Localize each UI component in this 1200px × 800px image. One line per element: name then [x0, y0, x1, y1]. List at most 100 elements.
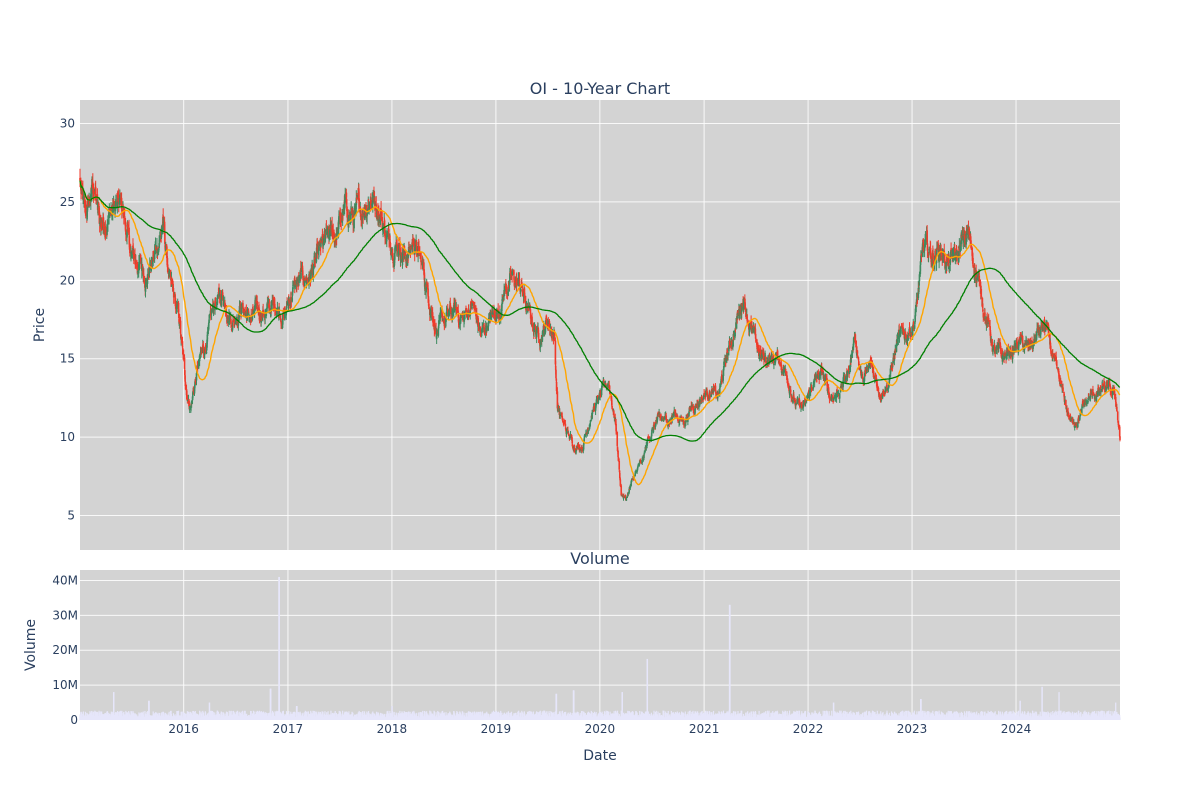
- candle-body: [846, 370, 849, 373]
- candle-body: [446, 308, 448, 311]
- candle-body: [435, 332, 438, 340]
- candle-body: [164, 246, 167, 252]
- candle-body: [863, 373, 866, 378]
- candle-body: [168, 272, 171, 276]
- candle-body: [538, 340, 541, 342]
- candle-body: [884, 389, 887, 392]
- candle-body: [583, 437, 586, 439]
- candle-body: [1068, 415, 1070, 417]
- candle-body: [723, 361, 725, 365]
- candle-body: [452, 310, 454, 316]
- candle-body: [1032, 345, 1034, 349]
- candle-body: [727, 353, 729, 356]
- candle-body: [396, 246, 398, 251]
- candle-body: [474, 307, 476, 309]
- candle-body: [120, 197, 123, 208]
- candle-body: [184, 385, 187, 390]
- candle-body: [113, 201, 115, 202]
- candle-body: [887, 387, 890, 389]
- candle-body: [813, 377, 816, 383]
- candle-body: [188, 406, 191, 410]
- candle-body: [224, 303, 227, 309]
- candle-body: [422, 262, 424, 268]
- candle-body: [360, 213, 362, 219]
- candle-body: [749, 323, 751, 327]
- candle-body: [959, 246, 962, 250]
- candle-body: [184, 375, 186, 382]
- candle-body: [364, 210, 366, 215]
- candle-body: [823, 375, 826, 381]
- candle-body: [601, 386, 603, 391]
- candle-body: [551, 333, 554, 335]
- candle-body: [1040, 329, 1042, 335]
- candle-body: [934, 255, 937, 257]
- candle-body: [377, 211, 379, 220]
- candle-body: [139, 255, 141, 261]
- candle-body: [878, 393, 881, 397]
- candle-body: [910, 334, 912, 337]
- candle-body: [714, 385, 717, 392]
- candle-body: [521, 290, 524, 293]
- candle-body: [434, 324, 436, 329]
- candle-body: [368, 206, 370, 208]
- candle-body: [741, 305, 743, 311]
- candle-body: [942, 250, 945, 258]
- candle-body: [134, 255, 136, 259]
- candle-body: [89, 201, 91, 205]
- candle-body: [571, 444, 574, 447]
- candle-body: [1014, 345, 1016, 350]
- candle-body: [848, 365, 851, 370]
- candle-body: [630, 481, 632, 486]
- candle-body: [826, 388, 829, 392]
- candle-body: [603, 381, 606, 387]
- candle-body: [316, 241, 319, 252]
- candle-body: [181, 341, 184, 348]
- candle-body: [203, 348, 206, 355]
- candle-body: [302, 278, 305, 284]
- candle-body: [333, 232, 335, 240]
- candle-body: [590, 419, 593, 421]
- candle-body: [999, 345, 1002, 352]
- candle-body: [636, 470, 638, 472]
- candle-body: [854, 334, 857, 341]
- candle-body: [557, 409, 560, 411]
- candle-body: [348, 217, 350, 219]
- candle-body: [1044, 328, 1046, 330]
- candle-body: [1001, 355, 1004, 360]
- candle-body: [746, 319, 749, 321]
- candle-body: [91, 185, 93, 194]
- candle-body: [948, 258, 950, 264]
- candle-body: [593, 406, 596, 409]
- candle-body: [441, 309, 443, 317]
- candle-body: [556, 391, 559, 409]
- candle-body: [436, 331, 438, 334]
- candle-body: [325, 227, 328, 228]
- candle-body: [958, 251, 960, 258]
- candle-body: [119, 198, 121, 201]
- candle-body: [174, 302, 177, 308]
- candle-body: [308, 274, 311, 279]
- candle-body: [820, 370, 822, 376]
- candle-body: [328, 235, 331, 241]
- candle-body: [137, 270, 139, 272]
- candle-body: [805, 398, 807, 402]
- candle-body: [394, 246, 396, 254]
- candle-body: [562, 420, 565, 422]
- candle-body: [178, 320, 181, 323]
- candle-body: [918, 274, 921, 282]
- candle-body: [997, 344, 1000, 349]
- candle-body: [731, 343, 733, 346]
- candle-body: [180, 339, 183, 341]
- candle-body: [646, 437, 649, 441]
- candle-body: [743, 298, 745, 304]
- candle-body: [715, 394, 717, 396]
- candle-body: [720, 380, 722, 386]
- candle-body: [306, 279, 309, 281]
- candle-body: [549, 327, 552, 329]
- candle-body: [195, 373, 198, 381]
- candle-body: [148, 264, 151, 271]
- candle-body: [814, 376, 817, 378]
- candle-body: [1012, 348, 1014, 352]
- candle-body: [444, 319, 446, 323]
